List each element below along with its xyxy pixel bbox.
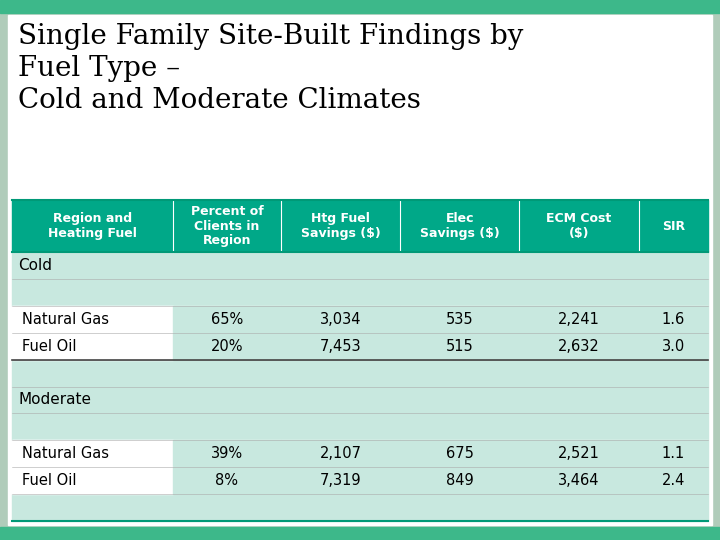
Bar <box>173 440 281 467</box>
Text: Fuel Oil: Fuel Oil <box>22 473 76 488</box>
Bar <box>0 0 720 13</box>
Bar <box>519 333 639 360</box>
Text: 675: 675 <box>446 446 474 461</box>
Bar <box>12 467 173 494</box>
Text: Htg Fuel
Savings ($): Htg Fuel Savings ($) <box>301 212 380 240</box>
Text: 2,632: 2,632 <box>558 339 600 354</box>
Bar <box>639 306 708 333</box>
Bar <box>639 467 708 494</box>
Bar <box>173 333 281 360</box>
Bar <box>281 333 400 360</box>
Text: Region and
Heating Fuel: Region and Heating Fuel <box>48 212 137 240</box>
Bar <box>12 252 708 279</box>
Bar <box>12 387 708 414</box>
Text: 2.4: 2.4 <box>662 473 685 488</box>
Bar <box>12 467 708 494</box>
Text: 39%: 39% <box>211 446 243 461</box>
Text: 1.1: 1.1 <box>662 446 685 461</box>
Bar <box>12 306 708 333</box>
Bar <box>12 279 708 306</box>
Bar <box>173 306 281 333</box>
Bar <box>400 306 519 333</box>
Text: 535: 535 <box>446 312 474 327</box>
Text: 849: 849 <box>446 473 474 488</box>
Text: Elec
Savings ($): Elec Savings ($) <box>420 212 500 240</box>
Bar <box>12 200 708 252</box>
Bar <box>12 494 708 521</box>
Text: Percent of
Clients in
Region: Percent of Clients in Region <box>191 205 264 247</box>
Text: SIR: SIR <box>662 219 685 233</box>
Text: Moderate: Moderate <box>18 393 91 408</box>
Text: 3.0: 3.0 <box>662 339 685 354</box>
Text: Natural Gas: Natural Gas <box>22 312 109 327</box>
Bar <box>12 333 173 360</box>
Bar <box>12 440 173 467</box>
Text: ECM Cost
($): ECM Cost ($) <box>546 212 611 240</box>
Text: 7,453: 7,453 <box>320 339 361 354</box>
Text: 65%: 65% <box>211 312 243 327</box>
Text: 3,034: 3,034 <box>320 312 361 327</box>
Bar <box>12 360 708 387</box>
Bar <box>281 467 400 494</box>
Bar <box>12 306 173 333</box>
Bar <box>12 333 708 360</box>
Text: Cold: Cold <box>18 258 52 273</box>
Bar <box>173 467 281 494</box>
Bar <box>281 306 400 333</box>
Bar <box>639 333 708 360</box>
Text: 3,464: 3,464 <box>558 473 600 488</box>
Bar <box>400 440 519 467</box>
Text: Natural Gas: Natural Gas <box>22 446 109 461</box>
Bar <box>400 333 519 360</box>
Bar <box>12 440 708 467</box>
Text: 2,241: 2,241 <box>558 312 600 327</box>
Text: Single Family Site-Built Findings by
Fuel Type –
Cold and Moderate Climates: Single Family Site-Built Findings by Fue… <box>18 23 523 114</box>
Text: 2,521: 2,521 <box>558 446 600 461</box>
Bar <box>519 467 639 494</box>
Bar <box>639 440 708 467</box>
Bar <box>400 467 519 494</box>
Text: 1.6: 1.6 <box>662 312 685 327</box>
Bar <box>519 440 639 467</box>
Text: 2,107: 2,107 <box>320 446 361 461</box>
Text: Fuel Oil: Fuel Oil <box>22 339 76 354</box>
Bar <box>0 527 720 540</box>
Text: 515: 515 <box>446 339 474 354</box>
Text: 8%: 8% <box>215 473 238 488</box>
Bar <box>519 306 639 333</box>
Bar <box>281 440 400 467</box>
Bar <box>12 414 708 440</box>
Text: 7,319: 7,319 <box>320 473 361 488</box>
Text: 20%: 20% <box>211 339 243 354</box>
